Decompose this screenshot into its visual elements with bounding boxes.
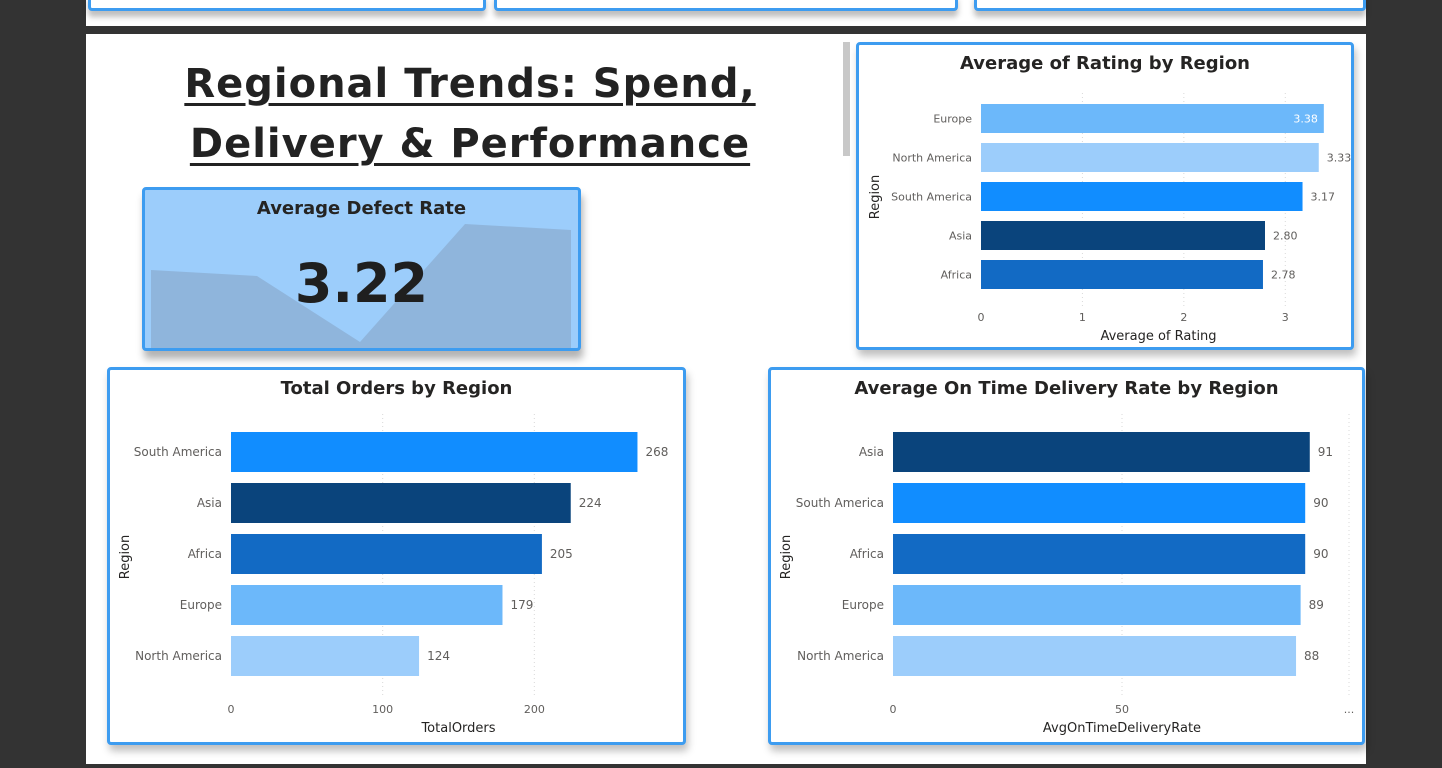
category-label: South America: [134, 445, 222, 459]
previous-card: [974, 0, 1366, 11]
category-label: Europe: [842, 598, 884, 612]
bar-south-america: [231, 432, 638, 472]
kpi-card-defect-rate[interactable]: Average Defect Rate 3.22: [142, 187, 581, 351]
panel-delivery-by-region[interactable]: Average On Time Delivery Rate by Region …: [768, 367, 1365, 745]
data-label: 3.38: [1293, 113, 1318, 126]
category-label: Africa: [850, 547, 884, 561]
category-label: North America: [135, 649, 222, 663]
y-axis-title: Region: [868, 175, 883, 220]
bar-asia: [231, 483, 571, 523]
category-label: Asia: [859, 445, 884, 459]
bar-europe: [981, 104, 1324, 133]
bar-europe: [231, 585, 503, 625]
bar-africa: [231, 534, 542, 574]
category-label: Africa: [188, 547, 222, 561]
category-label: North America: [892, 152, 972, 165]
data-label: 90: [1313, 547, 1328, 561]
data-label: 2.78: [1271, 269, 1296, 282]
bar-north-america: [981, 143, 1319, 172]
chart-orders: 0 100 200 South America 268 Asia 224 Africa 205 E…: [118, 414, 668, 736]
data-label: 3.17: [1311, 191, 1336, 204]
kpi-sparkline: [151, 224, 571, 348]
data-label: 3.33: [1327, 152, 1351, 165]
bar-europe: [893, 585, 1301, 625]
previous-card: [88, 0, 486, 11]
scrollbar[interactable]: [843, 42, 850, 156]
bar-asia: [893, 432, 1310, 472]
bar-south-america: [981, 182, 1303, 211]
x-tick-label: 1: [1079, 311, 1086, 324]
bar-north-america: [893, 636, 1297, 676]
panel-orders-by-region[interactable]: Total Orders by Region 0 100 200 South Amer…: [107, 367, 686, 745]
category-label: South America: [891, 191, 972, 204]
bar-africa: [893, 534, 1306, 574]
kpi-title: Average Defect Rate: [256, 198, 467, 219]
x-tick-label: 3: [1282, 311, 1289, 324]
previous-section-strip: [86, 0, 1366, 26]
x-axis-title: TotalOrders: [420, 721, 495, 736]
data-label: 2.80: [1273, 230, 1298, 243]
x-tick-label: 100: [372, 703, 393, 716]
x-tick-label: 0: [228, 703, 235, 716]
bar-south-america: [893, 483, 1306, 523]
chart-delivery: 0 50 ... Asia 91 South America 90 Africa 90 Europ…: [779, 414, 1355, 736]
x-tick-overflow: ...: [1344, 703, 1355, 716]
category-label: Europe: [180, 598, 222, 612]
data-label: 268: [645, 445, 668, 459]
chart-title: Average of Rating by Region: [959, 53, 1250, 74]
data-label: 91: [1318, 445, 1333, 459]
category-label: Europe: [933, 113, 972, 126]
data-label: 224: [579, 496, 602, 510]
chart-rating: 0 1 2 3 Europe 3.38 North America 3.33 South Ame…: [868, 93, 1351, 344]
category-label: Asia: [197, 496, 222, 510]
x-tick-label: 50: [1115, 703, 1129, 716]
previous-card: [494, 0, 958, 11]
page-title: Regional Trends: Spend, Delivery & Perfo…: [184, 61, 756, 167]
y-axis-title: Region: [118, 535, 133, 580]
category-label: Asia: [949, 230, 972, 243]
category-label: Africa: [941, 269, 972, 282]
data-label: 88: [1304, 649, 1319, 663]
data-label: 124: [427, 649, 450, 663]
x-tick-label: 2: [1180, 311, 1187, 324]
data-label: 179: [510, 598, 533, 612]
data-label: 89: [1309, 598, 1324, 612]
kpi-value: 3.22: [294, 252, 429, 315]
bar-asia: [981, 221, 1265, 250]
data-label: 90: [1313, 496, 1328, 510]
chart-title: Total Orders by Region: [280, 378, 513, 399]
category-label: South America: [796, 496, 884, 510]
x-tick-label: 200: [524, 703, 545, 716]
y-axis-title: Region: [779, 535, 794, 580]
panel-rating-by-region[interactable]: Average of Rating by Region 0 1 2 3 Europe 3.…: [856, 42, 1354, 350]
bar-africa: [981, 260, 1263, 289]
x-tick-label: 0: [890, 703, 897, 716]
kpi-sparkline-area: [151, 224, 571, 348]
x-tick-label: 0: [978, 311, 985, 324]
chart-title: Average On Time Delivery Rate by Region: [854, 378, 1279, 399]
bar-north-america: [231, 636, 420, 676]
x-axis-title: AvgOnTimeDeliveryRate: [1043, 721, 1201, 736]
data-label: 205: [550, 547, 573, 561]
category-label: North America: [797, 649, 884, 663]
x-axis-title: Average of Rating: [1100, 329, 1216, 344]
